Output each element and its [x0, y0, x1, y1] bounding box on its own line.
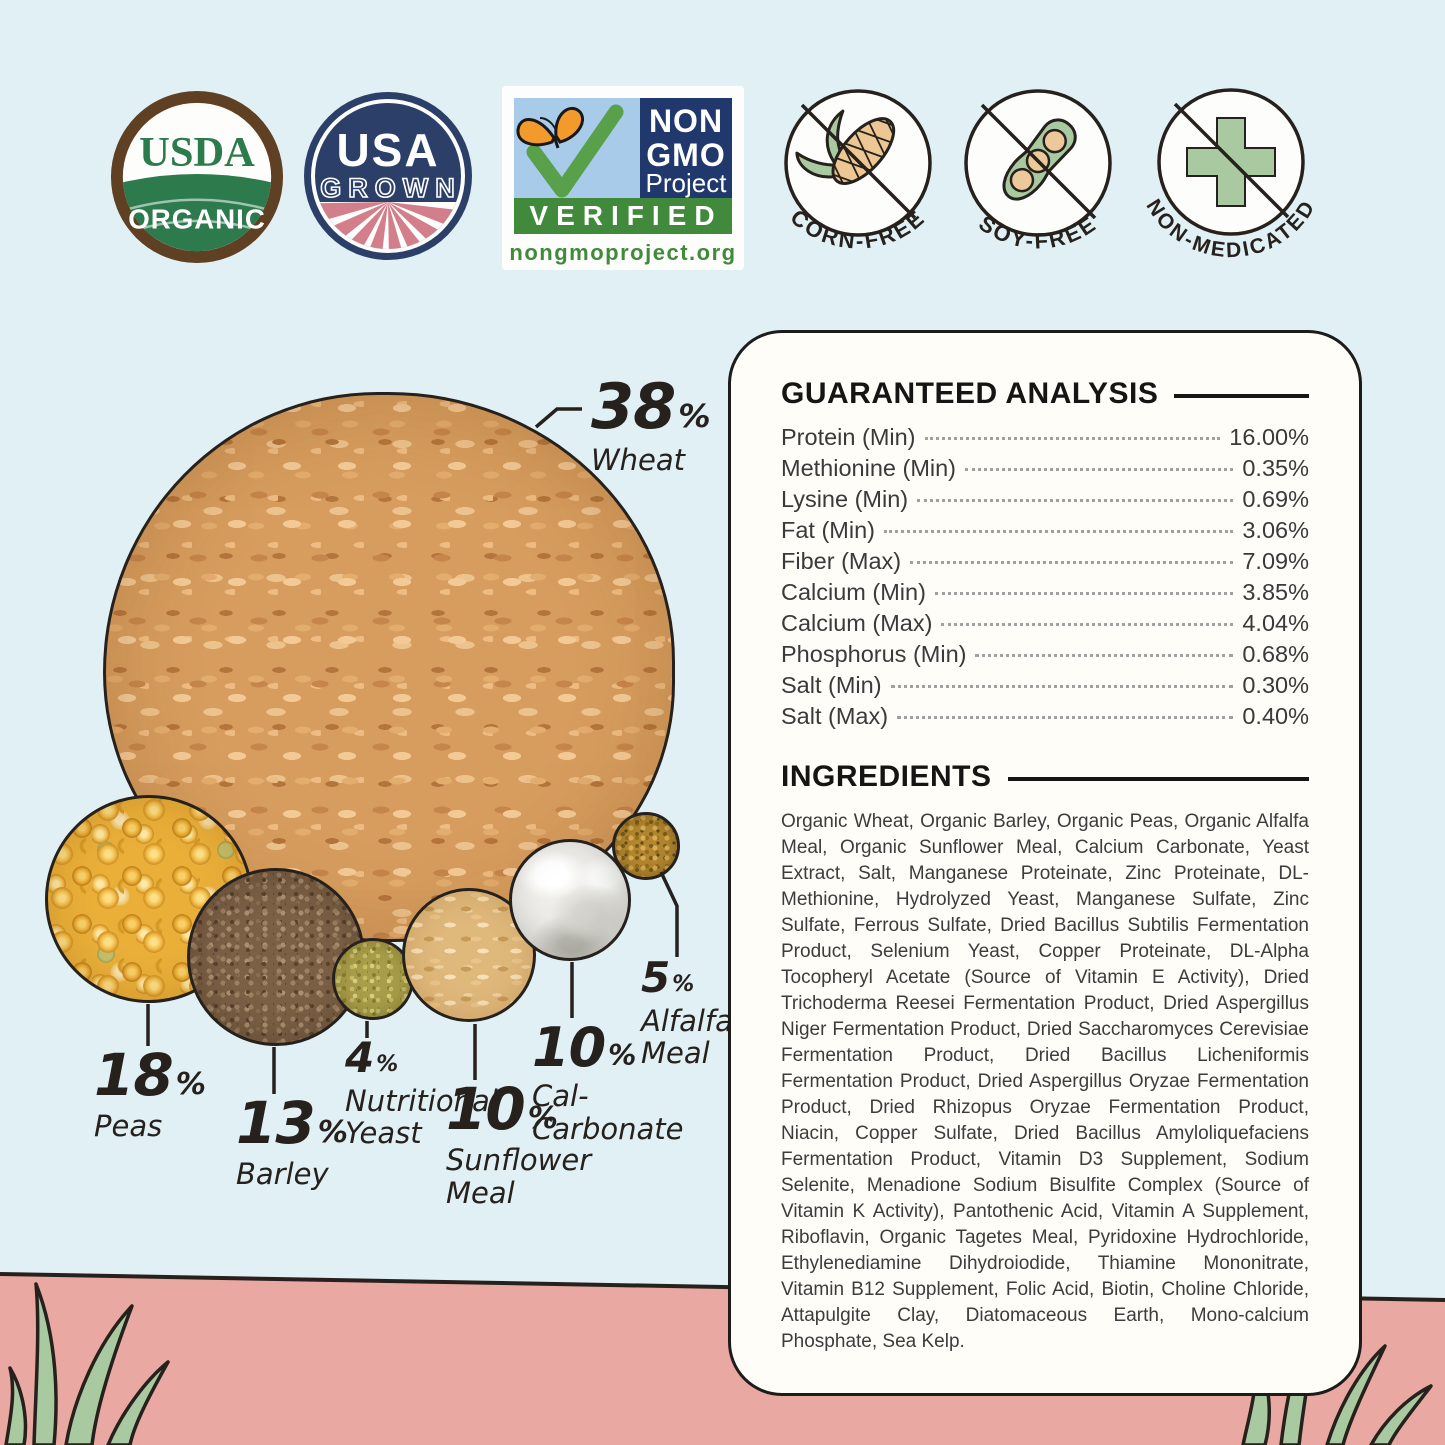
nongmo-url-text: nongmoproject.org [509, 240, 736, 265]
alfalfa-meal-percent: 5% [641, 953, 695, 1002]
header-rule [1174, 394, 1309, 398]
alfalfa-meal-circle [612, 812, 680, 880]
nutritional-yeast-percent: 4% [345, 1033, 399, 1082]
peas-name: Peas [94, 1109, 163, 1144]
sunflower-meal-callout: 10% Sunflower Meal [446, 1075, 592, 1210]
usda-text: USDA [139, 129, 255, 176]
wheat-percent: 38% [591, 370, 711, 443]
organic-text: ORGANIC [128, 203, 266, 234]
wheat-name: Wheat [591, 442, 686, 477]
usa-text: USA [336, 124, 439, 176]
guaranteed-analysis-title: GUARANTEED ANALYSIS [781, 377, 1159, 410]
wheat-callout: 38% Wheat [591, 370, 741, 477]
usa-grown-badge: USA GROWN [304, 92, 472, 260]
peas-callout: 18% Peas [94, 1041, 244, 1144]
alfalfa-meal-callout: 5% Alfalfa Meal [641, 953, 733, 1071]
barley-circle [187, 868, 365, 1046]
gmo-text: GMO [646, 137, 725, 173]
grown-text: GROWN [320, 173, 461, 203]
barley-percent: 13% [236, 1089, 348, 1157]
sunflower-meal-name: Sunflower Meal [446, 1143, 592, 1210]
guaranteed-analysis-header: GUARANTEED ANALYSIS [781, 377, 1309, 411]
butterfly-icon [516, 106, 584, 149]
grass-tuft-left [4, 1282, 170, 1445]
guaranteed-analysis-table: Protein (Min) 16.00% Methionine (Min) 0.35… [781, 424, 1309, 734]
barley-name: Barley [236, 1157, 329, 1192]
analysis-row: Protein (Min) 16.00% [781, 424, 1309, 450]
soy-pod-icon [1002, 118, 1077, 201]
verified-text: VERIFIED [529, 200, 722, 231]
analysis-row: Fiber (Max) 7.09% [781, 548, 1309, 574]
non-gmo-verified-badge: NON GMO Project VERIFIED nongmoproject.o… [502, 86, 744, 270]
header-rule [1007, 777, 1309, 781]
analysis-row: Calcium (Min) 3.85% [781, 579, 1309, 605]
corn-free-badge: CORN-FREE [784, 89, 932, 254]
nutritional-yeast-callout: 4% Nutritional Yeast [345, 1033, 498, 1151]
ingredients-header: INGREDIENTS [781, 760, 1309, 794]
nutritional-yeast-name: Nutritional Yeast [345, 1083, 498, 1151]
corn-icon [795, 108, 905, 194]
sunflower-meal-percent: 10% [446, 1075, 558, 1143]
barley-callout: 13% Barley [236, 1089, 386, 1192]
analysis-row: Phosphorus (Min) 0.68% [781, 641, 1309, 667]
analysis-row: Calcium (Max) 4.04% [781, 610, 1309, 636]
calcium-carbonate-circle [509, 839, 631, 961]
alfalfa-meal-name: Alfalfa Meal [641, 1003, 733, 1071]
analysis-row: Methionine (Min) 0.35% [781, 455, 1309, 481]
project-text: Project [646, 168, 728, 198]
info-panel: GUARANTEED ANALYSIS Protein (Min) 16.00% … [728, 330, 1362, 1396]
cal-carbonate-percent: 10% [532, 1016, 637, 1079]
non-text: NON [649, 103, 723, 139]
nutritional-yeast-circle [332, 938, 414, 1020]
cal-carbonate-callout: 10% Cal-Carbonate [532, 1016, 684, 1146]
check-sprout-icon [526, 104, 624, 198]
analysis-row: Fat (Min) 3.06% [781, 517, 1309, 543]
usda-organic-badge: USDA ORGANIC [110, 90, 284, 264]
soy-free-badge: SOY-FREE [964, 89, 1112, 254]
ingredients-title: INGREDIENTS [781, 760, 992, 793]
cal-carbonate-name: Cal-Carbonate [532, 1079, 684, 1146]
ingredients-text: Organic Wheat, Organic Barley, Organic P… [781, 811, 1309, 1352]
analysis-row: Lysine (Min) 0.69% [781, 486, 1309, 512]
peas-percent: 18% [94, 1041, 206, 1109]
analysis-row: Salt (Max) 0.40% [781, 703, 1309, 729]
non-medicated-badge: NON-MEDICATED [1142, 88, 1318, 262]
analysis-row: Salt (Min) 0.30% [781, 672, 1309, 698]
